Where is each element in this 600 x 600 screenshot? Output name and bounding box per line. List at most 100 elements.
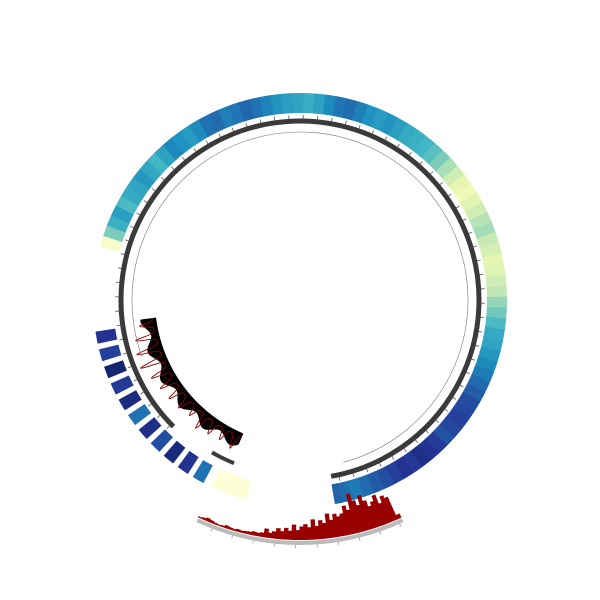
heat-cell (448, 174, 472, 196)
axis-tick (193, 148, 197, 152)
axis-tick (384, 136, 388, 141)
heat-cell (95, 328, 118, 344)
axis-tick (371, 130, 375, 135)
axis-tick (140, 391, 145, 395)
heat-cell (342, 480, 354, 502)
heat-cell (401, 450, 423, 474)
axis-tick (152, 188, 156, 192)
axis-tick (365, 468, 369, 473)
axis-tick (117, 267, 122, 269)
axis-tick (444, 408, 448, 412)
heatmap-ring (95, 93, 508, 505)
heat-cell (270, 93, 285, 115)
axis-tick (352, 472, 355, 478)
axis-tick (465, 371, 470, 375)
axis-tick (452, 396, 457, 400)
peak-shading (140, 317, 244, 446)
axis-band (211, 450, 235, 466)
heat-cell (98, 344, 122, 362)
axis-tick (171, 166, 175, 171)
heat-cell (484, 316, 507, 331)
peak-line (134, 318, 242, 449)
heat-cell (163, 440, 186, 464)
heat-cell (336, 481, 348, 503)
heat-cell (413, 135, 436, 159)
heat-cell (432, 424, 455, 447)
heat-cell (207, 109, 227, 133)
axis-tick (344, 120, 347, 125)
heat-cell (473, 221, 496, 240)
axis-tick (471, 358, 476, 361)
axis-tick (479, 273, 484, 276)
heat-cell (154, 144, 177, 167)
axis-tick (455, 205, 460, 209)
heat-cell (454, 183, 478, 204)
heat-cell (104, 360, 127, 379)
heat-cell (486, 306, 507, 320)
axis-tick (475, 344, 480, 347)
heat-cell (303, 93, 316, 114)
heat-cell (115, 194, 139, 215)
axis-tick (419, 161, 423, 165)
heat-cell (435, 157, 459, 180)
axis-band (118, 118, 482, 479)
heat-cell (127, 404, 152, 426)
bottom-histogram (196, 493, 404, 548)
heat-cell (425, 431, 448, 454)
heat-cell (459, 192, 483, 213)
axis-tick (127, 365, 132, 369)
heat-cell (150, 429, 173, 452)
axis-tick (218, 133, 222, 138)
heat-cell (249, 96, 265, 119)
heat-cell (331, 483, 342, 505)
heat-cell (409, 444, 432, 468)
axis-tick (130, 225, 135, 229)
heat-cell (179, 124, 201, 148)
heat-cell (428, 149, 451, 173)
heat-cell (210, 468, 252, 500)
histogram-tick (210, 528, 213, 532)
heat-cell (464, 201, 488, 222)
heat-cell (361, 104, 380, 128)
heat-cell (171, 130, 193, 154)
axis-tick (425, 429, 429, 434)
heat-cell (103, 224, 126, 243)
heat-cell (292, 93, 305, 114)
axis-tick (161, 177, 165, 181)
axis-tick (231, 127, 235, 132)
heat-cell (121, 185, 145, 206)
heat-cell (111, 204, 135, 224)
axis-tick (148, 403, 152, 407)
axis-tick (435, 419, 439, 423)
heat-cell (188, 119, 209, 143)
heat-cell (379, 112, 400, 136)
axis-tick (122, 352, 128, 355)
axis-tick (472, 245, 478, 248)
heat-cell (451, 400, 475, 422)
axis-ring (115, 115, 485, 481)
heat-cell (100, 234, 123, 252)
axis-tick (468, 231, 473, 235)
histogram-axis (196, 518, 404, 545)
heat-cell (486, 296, 508, 309)
histogram-tick (399, 523, 402, 527)
heat-cell (471, 364, 495, 384)
heat-cell (421, 142, 444, 165)
axis-tick (378, 462, 382, 467)
axis-tick (331, 117, 333, 122)
heat-cell (281, 93, 295, 114)
axis-tick (478, 331, 483, 333)
axis-tick (396, 143, 400, 148)
heat-cell (485, 274, 507, 288)
heat-cell (388, 117, 409, 141)
axis-tick (414, 439, 418, 444)
axis-tick (338, 476, 341, 481)
axis-tick (136, 212, 141, 216)
heat-cell (106, 214, 130, 233)
heat-cell (375, 466, 395, 490)
heat-cell (110, 375, 134, 395)
histogram-tick (252, 540, 254, 544)
heat-cell (467, 374, 491, 393)
axis-tick (205, 140, 209, 145)
